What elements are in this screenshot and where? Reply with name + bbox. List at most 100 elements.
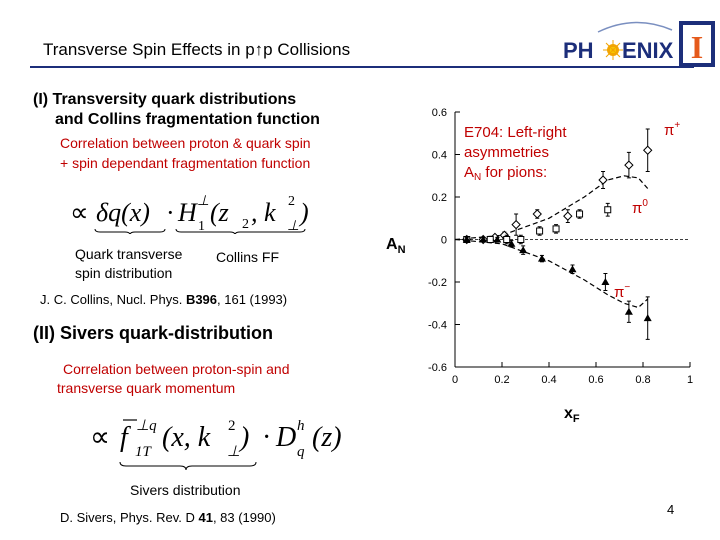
f1-k-sup: 2 bbox=[288, 194, 295, 209]
section2-desc-line2: transverse quark momentum bbox=[57, 380, 236, 396]
f2-f: f bbox=[120, 422, 131, 453]
asymmetry-chart: -0.6 -0.4 -0.2 0 0.2 0.4 0.6 0 0.2 0.4 0.6 0.8 1 E70… bbox=[386, 107, 693, 425]
pizero-main: π bbox=[632, 200, 642, 217]
section1-desc-line2: + spin dependant fragmentation function bbox=[60, 155, 311, 171]
data-point-pizero bbox=[517, 236, 525, 243]
f2-close: ) bbox=[238, 422, 249, 453]
data-point-piminus bbox=[507, 239, 516, 247]
pizero-sup: 0 bbox=[642, 198, 648, 209]
section2-description: Correlation between proton-spin and tran… bbox=[57, 360, 289, 398]
chart-axes: -0.6 -0.4 -0.2 0 0.2 0.4 0.6 0 0.2 0.4 0.6 0.8 1 bbox=[428, 107, 693, 386]
data-point-piminus bbox=[643, 314, 652, 322]
f2-D: D bbox=[275, 422, 296, 453]
data-point-piminus bbox=[624, 307, 633, 315]
sivers-reference: D. Sivers, Phys. Rev. D 41, 83 (1990) bbox=[60, 510, 276, 525]
f2-k-sub: ⊥ bbox=[227, 444, 240, 460]
chart-title-an-sub: N bbox=[474, 172, 481, 183]
f2-D-sub: q bbox=[297, 444, 305, 460]
f1-args: (z bbox=[210, 198, 229, 227]
y-tick-label: 0 bbox=[441, 235, 447, 247]
series-label-piplus: π+ bbox=[664, 120, 680, 139]
illinois-mark-inner bbox=[683, 25, 711, 63]
section1-desc-line1: Correlation between proton & quark spin bbox=[60, 135, 311, 151]
f1-dot: · bbox=[166, 198, 175, 227]
data-point-piplus bbox=[511, 219, 521, 230]
sivers-formula: ∝ f ⊥q 1T (x, k 2 ⊥ ) · D h q (z) bbox=[90, 418, 342, 471]
collins-formula: ∝ δq(x) · H ⊥ 1 (z 2 , k 2 ⊥ ) bbox=[70, 194, 309, 234]
y-tick-label: -0.2 bbox=[428, 277, 447, 289]
ref1-suffix: , 161 (1993) bbox=[217, 292, 288, 307]
data-point-pizero bbox=[536, 227, 544, 235]
data-point-pizero bbox=[486, 236, 494, 243]
phenix-logo: PH ENIX I bbox=[563, 21, 715, 67]
f2-f-sub: 1T bbox=[135, 444, 153, 460]
f1-prop: ∝ bbox=[70, 198, 89, 227]
f1-H: H bbox=[177, 198, 198, 227]
collins-reference: J. C. Collins, Nucl. Phys. B396, 161 (19… bbox=[40, 292, 287, 307]
section1-heading-line2: and Collins fragmentation function bbox=[55, 111, 320, 128]
logo-star-icon bbox=[603, 40, 623, 60]
f1-close: ) bbox=[298, 198, 309, 227]
section2-desc-line1: Correlation between proton-spin and bbox=[63, 361, 290, 377]
chart-title-line3: AN for pions: bbox=[464, 164, 547, 183]
illinois-letter: I bbox=[691, 29, 703, 65]
piminus-sup: − bbox=[624, 282, 630, 293]
chart-fit-curves bbox=[454, 175, 649, 309]
xlabel-main: x bbox=[564, 405, 573, 422]
data-point-piminus bbox=[462, 235, 471, 243]
page-number: 4 bbox=[667, 502, 675, 517]
f2-f-sup: ⊥q bbox=[136, 418, 157, 434]
y-tick-label: 0.6 bbox=[432, 107, 447, 119]
data-point-pizero bbox=[503, 236, 511, 243]
y-tick-label: 0.4 bbox=[432, 150, 447, 162]
f1-comma-k: , k bbox=[251, 198, 276, 227]
series-label-pizero: π0 bbox=[632, 198, 648, 217]
data-point-piplus bbox=[624, 160, 634, 170]
data-point-piminus bbox=[479, 235, 488, 243]
y-tick-label: -0.4 bbox=[428, 320, 447, 332]
chart-title-line2: asymmetries bbox=[464, 144, 549, 161]
y-tick-label: -0.6 bbox=[428, 362, 447, 374]
collins-ff-label: Collins FF bbox=[216, 249, 280, 265]
title-divider bbox=[30, 66, 694, 68]
data-point-piminus bbox=[601, 278, 610, 285]
fit-curve bbox=[454, 175, 649, 241]
quark-transverse-line2: spin distribution bbox=[75, 265, 173, 281]
y-axis-label: AN bbox=[386, 236, 406, 256]
section2-heading: (II) Sivers quark-distribution bbox=[33, 323, 274, 343]
x-tick-label: 0 bbox=[452, 374, 458, 386]
piplus-sup: + bbox=[674, 120, 680, 131]
data-point-piplus bbox=[642, 145, 653, 155]
f2-dot: · bbox=[262, 422, 271, 453]
data-point-pizero bbox=[576, 210, 584, 218]
xlabel-sub: F bbox=[573, 413, 580, 425]
sivers-distribution-label: Sivers distribution bbox=[130, 482, 241, 498]
f2-brace-sivers bbox=[119, 461, 257, 471]
section1-heading-line1: (I) Transversity quark distributions bbox=[33, 91, 297, 108]
fit-curve bbox=[454, 238, 649, 309]
chart-title-line1: E704: Left-right bbox=[464, 124, 567, 141]
quark-transverse-line1: Quark transverse bbox=[75, 246, 183, 262]
ylabel-main: A bbox=[386, 236, 398, 253]
chart-title-rest: for pions: bbox=[481, 164, 547, 181]
y-tick-label: 0.2 bbox=[432, 192, 447, 204]
ref2-suffix: , 83 (1990) bbox=[212, 510, 276, 525]
f2-args: (x, k bbox=[162, 422, 211, 453]
slide-title: Transverse Spin Effects in p↑p Collision… bbox=[43, 40, 351, 59]
data-point-pizero bbox=[604, 206, 612, 214]
ref1-volume: B396 bbox=[185, 292, 218, 307]
x-tick-label: 0.4 bbox=[541, 374, 556, 386]
f1-H-sup: ⊥ bbox=[197, 194, 209, 209]
ref2-volume: 41 bbox=[198, 510, 213, 525]
f1-delta-q: δq(x) bbox=[96, 198, 150, 227]
x-tick-label: 0.6 bbox=[588, 374, 603, 386]
series-label-piminus: π− bbox=[614, 282, 630, 301]
data-point-piminus bbox=[537, 254, 546, 262]
data-point-piplus bbox=[532, 209, 542, 219]
chart-annotations: E704: Left-right asymmetries AN for pion… bbox=[386, 120, 680, 425]
logo-text-ph: PH bbox=[563, 38, 594, 63]
x-tick-label: 0.8 bbox=[635, 374, 650, 386]
section1-heading: (I) Transversity quark distributions and… bbox=[33, 90, 320, 130]
f1-brace-quark bbox=[94, 228, 166, 234]
f2-prop: ∝ bbox=[90, 422, 110, 453]
